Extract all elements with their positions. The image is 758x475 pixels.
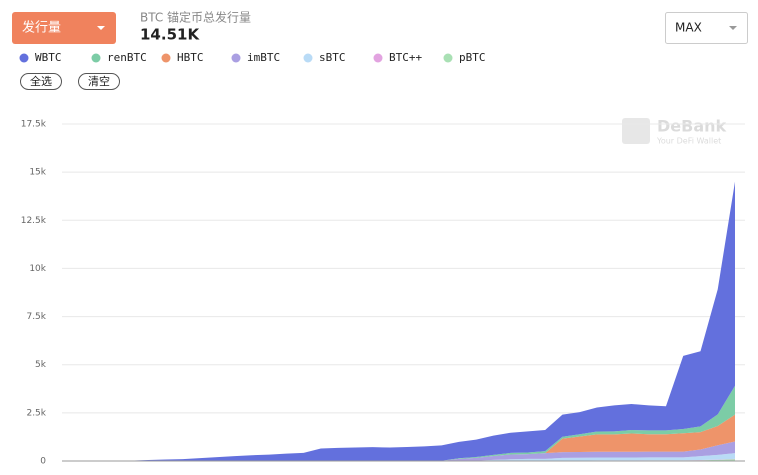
area: [62, 453, 735, 461]
y-tick-label: 7.5k: [26, 312, 46, 322]
legend-label[interactable]: sBTC: [319, 51, 346, 64]
legend-swatch[interactable]: [91, 53, 101, 63]
legend-swatch[interactable]: [443, 53, 453, 63]
legend-swatch[interactable]: [303, 53, 313, 63]
legend-swatch[interactable]: [161, 53, 171, 63]
legend-item[interactable]: pBTC: [443, 51, 486, 64]
legend-swatch[interactable]: [231, 53, 241, 63]
dropdown-arrow: [97, 26, 105, 30]
legend-swatch[interactable]: [19, 53, 29, 63]
area: [62, 414, 735, 461]
area: [62, 181, 735, 461]
total: 14.51K: [140, 26, 200, 44]
select-all-button[interactable]: [20, 73, 62, 90]
y-tick-label: 17.5k: [21, 120, 47, 130]
select-all-label[interactable]: 全选: [30, 74, 52, 88]
range-arrow: [729, 26, 737, 30]
legend-item[interactable]: imBTC: [231, 51, 281, 64]
clear-label[interactable]: 清空: [88, 74, 110, 88]
legend-label[interactable]: BTC++: [389, 51, 422, 64]
legend-item[interactable]: BTC++: [373, 51, 423, 64]
range-dropdown[interactable]: [665, 12, 748, 44]
y-tick-label: 15k: [29, 168, 46, 178]
y-tick-label: 5k: [35, 360, 47, 370]
legend-swatch[interactable]: [373, 53, 383, 63]
y-tick-label: 12.5k: [21, 216, 47, 226]
legend-item[interactable]: sBTC: [303, 51, 346, 64]
legend-label[interactable]: HBTC: [177, 51, 204, 64]
range-label[interactable]: MAX: [675, 21, 702, 35]
watermark: DeBank Your DeFi Wallet: [622, 117, 727, 146]
caption: BTC 锚定币总发行量: [140, 10, 251, 25]
y-tick-label: 10k: [29, 264, 46, 274]
legend-label[interactable]: imBTC: [247, 51, 280, 64]
legend-item[interactable]: renBTC: [91, 51, 147, 64]
legend-item[interactable]: HBTC: [161, 51, 204, 64]
clear-button[interactable]: [78, 73, 120, 90]
metric-dropdown[interactable]: [12, 12, 116, 44]
legend-label[interactable]: WBTC: [35, 51, 62, 64]
watermark-brand: DeBank: [657, 117, 727, 136]
y-tick-label: 2.5k: [26, 408, 46, 418]
legend-label[interactable]: renBTC: [107, 51, 147, 64]
legend-item[interactable]: WBTC: [19, 51, 62, 64]
area: [62, 441, 735, 461]
watermark-tagline: Your DeFi Wallet: [656, 137, 721, 146]
dropdown-label[interactable]: 发行量: [22, 20, 61, 36]
y-tick-label: 0: [40, 457, 46, 467]
watermark-logo: [622, 118, 650, 144]
legend-label[interactable]: pBTC: [459, 51, 486, 64]
